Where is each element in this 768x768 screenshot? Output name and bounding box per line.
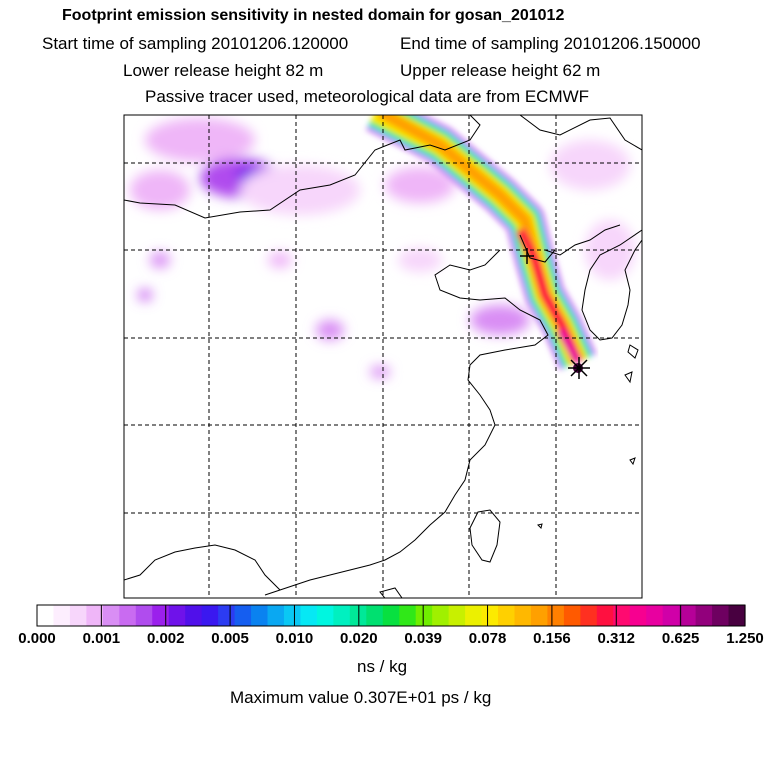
- receptor-marker: [568, 357, 590, 379]
- colorbar-tick-label: 0.005: [211, 630, 249, 647]
- colorbar-cell: [86, 605, 104, 626]
- colorbar-cell: [530, 605, 549, 626]
- patch-central-2: [268, 252, 292, 268]
- colorbar-tick-label: 0.010: [275, 630, 314, 647]
- colorbar-cells: [37, 605, 746, 626]
- colorbar-cell: [415, 605, 433, 626]
- map-frame: [123, 114, 643, 599]
- mongolia-border: [124, 115, 481, 219]
- colorbar-tick-label: 0.001: [82, 630, 121, 647]
- taiwan: [469, 509, 501, 563]
- patch-central-1: [316, 320, 344, 340]
- plume-band-magenta: [556, 328, 582, 364]
- patch-north-1: [145, 118, 255, 162]
- colorbar-cell: [481, 605, 499, 626]
- colorbar-cell: [563, 605, 581, 626]
- colorbar-cell: [662, 605, 680, 626]
- patch-south: [370, 366, 390, 378]
- colorbar-cell: [283, 605, 302, 626]
- city-marker: [520, 248, 534, 264]
- liaodong-coast: [519, 234, 556, 263]
- colorbar-cell: [102, 605, 120, 626]
- colorbar-cell: [300, 605, 318, 626]
- island-1: [629, 457, 636, 466]
- colorbar-separators: [36, 605, 746, 626]
- colorbar-cell: [382, 605, 400, 626]
- colorbar-cell: [152, 605, 170, 626]
- patch-bohai: [470, 305, 530, 335]
- maximum-value-label: Maximum value 0.307E+01 ps / kg: [230, 688, 492, 707]
- bohai-coast: [264, 249, 549, 596]
- upper-height-label: Upper release height 62 m: [400, 61, 601, 80]
- colorbar-tick-label: 0.312: [597, 630, 636, 647]
- colorbar-cell: [514, 605, 532, 626]
- colorbar-cell: [267, 605, 285, 626]
- colorbar-cell: [316, 605, 334, 626]
- colorbar-tick-label: 0.020: [340, 630, 378, 647]
- patch-west: [130, 170, 190, 210]
- colorbar-cell: [119, 605, 137, 626]
- korea-coast: [581, 229, 642, 341]
- colorbar-cell: [135, 605, 153, 626]
- island-2: [537, 523, 543, 529]
- colorbar-cell: [185, 605, 203, 626]
- colorbar-cell: [679, 605, 697, 626]
- patch-manchuria: [550, 140, 630, 190]
- colorbar-tick-label: 0.002: [146, 630, 185, 647]
- grid-lines: [124, 115, 642, 598]
- colorbar-cell: [712, 605, 730, 626]
- colorbar-cell: [432, 605, 450, 626]
- colorbar-cell: [728, 605, 746, 626]
- patch-central-3: [398, 248, 442, 272]
- japan-1: [627, 344, 639, 359]
- patch-east: [385, 167, 455, 203]
- colorbar-tick-label: 0.000: [18, 630, 56, 647]
- southwest-border: [124, 544, 281, 591]
- colorbar-cell: [168, 605, 186, 626]
- colorbar-cell: [498, 605, 516, 626]
- colorbar-cell: [448, 605, 466, 626]
- colorbar-cell: [53, 605, 71, 626]
- colorbar-cell: [613, 605, 631, 626]
- colorbar-cell: [69, 605, 87, 626]
- tracer-info-label: Passive tracer used, meteorological data…: [145, 87, 590, 106]
- colorbar-tick-label: 0.625: [661, 630, 700, 647]
- patch-west-2: [150, 252, 170, 268]
- colorbar-cell: [629, 605, 647, 626]
- start-time-label: Start time of sampling 20101206.120000: [42, 34, 349, 53]
- colorbar-tick-label: 0.039: [404, 630, 442, 647]
- chart-title: Footprint emission sensitivity in nested…: [62, 7, 565, 24]
- colorbar-tick-label: 0.156: [533, 630, 571, 647]
- colorbar-cell: [218, 605, 236, 626]
- colorbar-cell: [333, 605, 351, 626]
- end-time-label: End time of sampling 20101206.150000: [400, 34, 701, 53]
- colorbar-cell: [547, 605, 565, 626]
- colorbar-cell: [596, 605, 614, 626]
- colorbar-cell: [399, 605, 417, 626]
- patch-west-3: [138, 289, 152, 301]
- lower-height-label: Lower release height 82 m: [123, 61, 324, 80]
- colorbar-cell: [580, 605, 598, 626]
- plume: [365, 115, 597, 370]
- colorbar-unit: ns / kg: [357, 657, 408, 676]
- colorbar-cell: [201, 605, 219, 626]
- coastlines: [124, 115, 642, 598]
- colorbar-cell: [251, 605, 269, 626]
- korea-border: [544, 224, 621, 256]
- colorbar-cell: [695, 605, 713, 626]
- hainan: [379, 587, 403, 598]
- japan-2: [624, 371, 633, 384]
- colorbar-tick-label: 0.078: [468, 630, 507, 647]
- colorbar-cell: [37, 605, 55, 626]
- manchuria-border: [519, 115, 642, 151]
- colorbar-tick-label: 1.250: [726, 630, 764, 647]
- colorbar-cell: [646, 605, 664, 626]
- colorbar-cell: [234, 605, 252, 626]
- colorbar-cell: [465, 605, 483, 626]
- colorbar-cell: [366, 605, 384, 626]
